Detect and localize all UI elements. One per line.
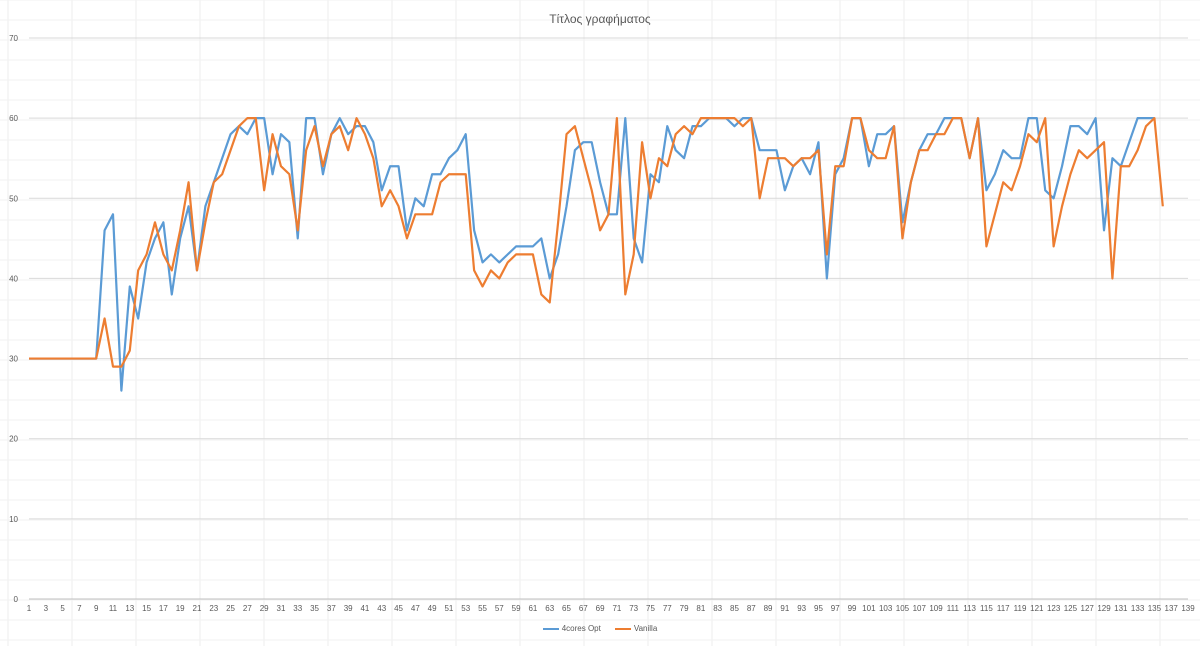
x-tick-label: 103 bbox=[879, 604, 893, 613]
x-tick-label: 37 bbox=[327, 604, 336, 613]
x-tick-label: 9 bbox=[94, 604, 99, 613]
legend-label-series-2: Vanilla bbox=[633, 624, 658, 633]
x-tick-label: 115 bbox=[980, 604, 993, 613]
legend-label-series-1: 4cores Opt bbox=[561, 624, 601, 633]
x-tick-label: 41 bbox=[360, 604, 369, 613]
legend-item-series-2: Vanilla bbox=[614, 624, 658, 633]
x-tick-label: 5 bbox=[60, 604, 65, 613]
x-tick-label: 69 bbox=[596, 604, 605, 613]
x-tick-label: 139 bbox=[1181, 604, 1195, 613]
x-tick-label: 65 bbox=[562, 604, 571, 613]
legend-swatch-series-1 bbox=[542, 627, 559, 630]
series-line-1 bbox=[29, 117, 1155, 392]
x-tick-label: 113 bbox=[963, 604, 976, 613]
x-tick-label: 3 bbox=[44, 604, 49, 613]
x-tick-label: 71 bbox=[612, 604, 621, 613]
x-tick-label: 111 bbox=[947, 604, 960, 613]
x-tick-label: 25 bbox=[226, 604, 235, 613]
x-tick-label: 93 bbox=[797, 604, 806, 613]
x-tick-label: 43 bbox=[377, 604, 386, 613]
x-tick-label: 53 bbox=[461, 604, 470, 613]
x-tick-label: 105 bbox=[896, 604, 910, 613]
x-tick-label: 29 bbox=[260, 604, 269, 613]
x-tick-label: 89 bbox=[764, 604, 773, 613]
legend: 4cores Opt Vanilla bbox=[0, 624, 1200, 633]
series-line-2 bbox=[29, 117, 1164, 368]
x-tick-label: 45 bbox=[394, 604, 403, 613]
x-tick-label: 135 bbox=[1148, 604, 1162, 613]
x-tick-label: 49 bbox=[428, 604, 437, 613]
x-tick-label: 57 bbox=[495, 604, 504, 613]
x-tick-label: 77 bbox=[663, 604, 672, 613]
x-tick-label: 67 bbox=[579, 604, 588, 613]
y-tick-label: 70 bbox=[9, 34, 18, 43]
x-tick-label: 55 bbox=[478, 604, 487, 613]
x-tick-label: 21 bbox=[193, 604, 202, 613]
x-tick-label: 99 bbox=[848, 604, 857, 613]
y-tick-label: 30 bbox=[9, 355, 18, 364]
x-tick-label: 33 bbox=[293, 604, 302, 613]
x-tick-label: 1 bbox=[27, 604, 32, 613]
x-tick-label: 47 bbox=[411, 604, 420, 613]
x-tick-label: 85 bbox=[730, 604, 739, 613]
y-tick-label: 0 bbox=[14, 595, 19, 604]
x-tick-label: 137 bbox=[1165, 604, 1179, 613]
x-tick-label: 107 bbox=[913, 604, 927, 613]
x-tick-label: 129 bbox=[1097, 604, 1111, 613]
x-tick-label: 123 bbox=[1047, 604, 1061, 613]
x-tick-label: 125 bbox=[1064, 604, 1078, 613]
x-tick-label: 127 bbox=[1081, 604, 1095, 613]
legend-item-series-1: 4cores Opt bbox=[542, 624, 601, 633]
x-tick-label: 61 bbox=[528, 604, 537, 613]
chart-title: Τίτλος γραφήματος bbox=[549, 12, 651, 26]
x-tick-label: 27 bbox=[243, 604, 252, 613]
x-tick-label: 133 bbox=[1131, 604, 1145, 613]
legend-swatch-series-2 bbox=[614, 627, 631, 630]
x-tick-label: 119 bbox=[1014, 604, 1027, 613]
x-tick-label: 83 bbox=[713, 604, 722, 613]
x-tick-label: 75 bbox=[646, 604, 655, 613]
x-tick-label: 97 bbox=[831, 604, 840, 613]
x-tick-label: 19 bbox=[176, 604, 185, 613]
x-tick-label: 63 bbox=[545, 604, 554, 613]
x-tick-label: 59 bbox=[512, 604, 521, 613]
x-tick-label: 79 bbox=[680, 604, 689, 613]
y-tick-label: 60 bbox=[9, 114, 18, 123]
x-tick-label: 81 bbox=[696, 604, 705, 613]
x-tick-label: 109 bbox=[929, 604, 943, 613]
x-tick-label: 17 bbox=[159, 604, 168, 613]
x-tick-label: 121 bbox=[1030, 604, 1044, 613]
y-tick-label: 10 bbox=[9, 515, 18, 524]
x-tick-label: 35 bbox=[310, 604, 319, 613]
x-tick-label: 7 bbox=[77, 604, 82, 613]
x-tick-label: 11 bbox=[109, 604, 118, 613]
x-tick-label: 95 bbox=[814, 604, 823, 613]
x-tick-label: 73 bbox=[629, 604, 638, 613]
y-tick-label: 20 bbox=[9, 435, 18, 444]
x-tick-label: 101 bbox=[862, 604, 876, 613]
y-tick-label: 50 bbox=[9, 194, 18, 203]
x-tick-label: 91 bbox=[780, 604, 789, 613]
x-tick-label: 23 bbox=[209, 604, 218, 613]
x-tick-label: 31 bbox=[277, 604, 286, 613]
x-tick-label: 87 bbox=[747, 604, 756, 613]
x-tick-label: 51 bbox=[444, 604, 453, 613]
y-tick-label: 40 bbox=[9, 274, 18, 283]
x-tick-label: 117 bbox=[997, 604, 1010, 613]
x-tick-label: 131 bbox=[1114, 604, 1128, 613]
x-tick-label: 13 bbox=[125, 604, 134, 613]
x-tick-label: 15 bbox=[142, 604, 151, 613]
x-tick-label: 39 bbox=[344, 604, 353, 613]
